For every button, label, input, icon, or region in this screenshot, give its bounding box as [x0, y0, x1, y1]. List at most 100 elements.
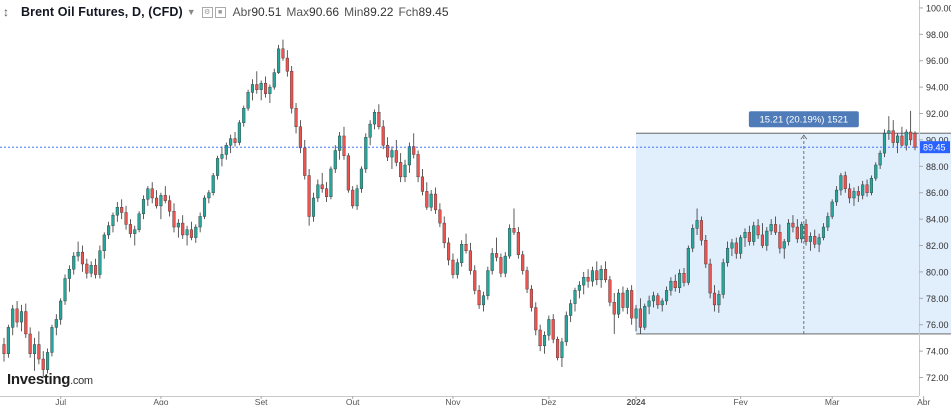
candle-body	[525, 270, 529, 290]
candle-body	[651, 295, 656, 302]
candle-body	[425, 191, 429, 208]
candle-body	[19, 311, 23, 323]
candle-body	[804, 224, 808, 242]
x-tick-label: Ago	[153, 397, 168, 405]
measure-label: 15.21 (20.19%) 1521	[759, 115, 848, 126]
x-tick-label: Nov	[445, 397, 461, 405]
candle-body	[189, 229, 193, 238]
candle-body	[625, 290, 629, 308]
candle-body	[752, 225, 756, 242]
candle-body	[72, 255, 76, 270]
candle-body	[621, 292, 625, 308]
candle-body	[111, 214, 115, 226]
candle-body	[891, 130, 895, 143]
candle-body	[747, 232, 751, 242]
candle-body	[76, 251, 80, 257]
close-label: Fch	[398, 5, 419, 19]
open-value: 90.51	[251, 5, 282, 19]
chevron-down-icon[interactable]: ▼	[186, 7, 196, 17]
candle-body	[272, 72, 276, 88]
candle-body	[773, 224, 778, 233]
candle-body	[468, 250, 472, 271]
y-tick-label: 76.00	[926, 320, 949, 330]
candle-body	[438, 209, 442, 224]
candle-body	[769, 224, 773, 232]
candle-body	[821, 226, 826, 238]
candle-body	[211, 175, 215, 193]
candle-body	[455, 262, 459, 275]
candle-body	[159, 195, 163, 207]
candle-body	[730, 242, 734, 249]
candle-body	[521, 254, 525, 271]
settings-icon[interactable]: ⚙	[201, 6, 213, 18]
candle-body	[460, 243, 464, 263]
candle-body	[351, 189, 355, 207]
candle-body	[494, 253, 499, 258]
open-label: Abr	[232, 5, 252, 19]
candle-body	[250, 84, 255, 93]
instrument-title[interactable]: Brent Oil Futures, D, (CFD)	[21, 5, 183, 19]
candle-body	[194, 226, 198, 238]
candle-body	[325, 188, 329, 197]
candle-body	[67, 269, 71, 279]
candle-body	[861, 184, 865, 196]
candle-body	[647, 300, 651, 307]
candle-body	[590, 270, 594, 282]
candle-body	[874, 164, 878, 179]
candle-body	[37, 344, 41, 360]
candle-body	[46, 352, 50, 370]
candle-body	[102, 234, 106, 252]
candle-body	[120, 207, 124, 213]
candle-body	[2, 344, 6, 354]
candle-body	[394, 150, 398, 163]
candle-body	[41, 358, 45, 370]
candle-body	[900, 135, 904, 146]
x-tick-label: Out	[346, 397, 360, 405]
candle-body	[848, 188, 852, 199]
candle-body	[207, 192, 211, 199]
candle-body	[93, 265, 98, 275]
candle-body	[787, 222, 791, 242]
candle-body	[560, 341, 564, 358]
y-tick-label: 84.00	[926, 215, 949, 225]
candle-body	[595, 270, 599, 281]
candle-body	[704, 240, 708, 265]
candle-body	[290, 71, 294, 109]
candle-body	[464, 243, 468, 251]
y-tick-label: 90.00	[926, 135, 949, 145]
candle-body	[141, 199, 146, 215]
candle-body	[294, 108, 298, 127]
layout-icon[interactable]: ■	[214, 6, 226, 18]
candle-body	[377, 111, 381, 127]
candle-body	[255, 84, 259, 90]
candle-body	[80, 251, 85, 265]
candle-body	[372, 111, 377, 125]
candle-body	[451, 259, 455, 275]
y-tick-label: 88.00	[926, 162, 949, 172]
candle-body	[316, 184, 320, 199]
candle-body	[826, 216, 830, 228]
candle-body	[168, 200, 172, 212]
x-tick-label: 2024	[627, 397, 646, 405]
candle-body	[163, 195, 167, 201]
candle-body	[407, 146, 411, 166]
candle-body	[133, 229, 137, 234]
candle-body	[268, 86, 272, 94]
y-tick-label: 74.00	[926, 347, 949, 357]
candle-body	[28, 333, 32, 354]
candle-body	[765, 230, 769, 246]
high-value: 90.66	[309, 5, 340, 19]
candle-body	[277, 48, 281, 73]
candle-body	[529, 288, 533, 308]
candle-body	[743, 232, 747, 238]
candle-body	[638, 308, 642, 328]
candle-body	[634, 308, 638, 319]
candle-body	[11, 308, 15, 328]
candle-body	[429, 193, 433, 208]
y-tick-label: 82.00	[926, 241, 949, 251]
candle-body	[909, 131, 913, 141]
candle-body	[15, 308, 19, 323]
